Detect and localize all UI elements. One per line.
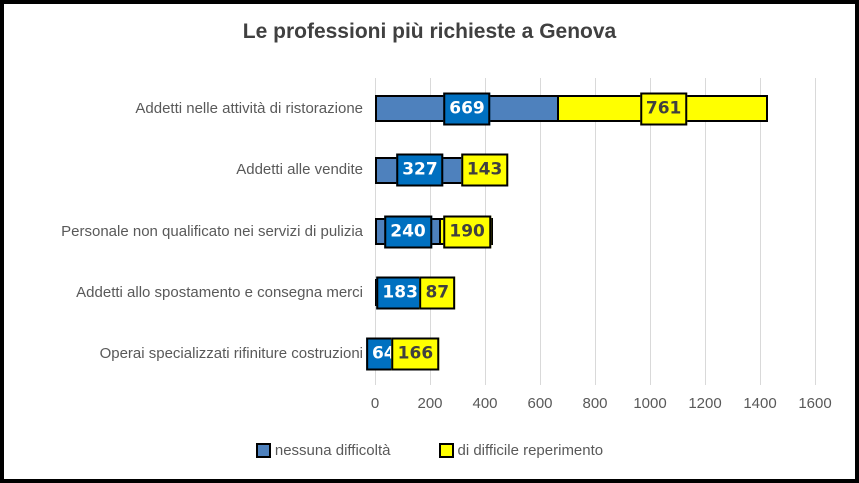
legend-item-nessuna-difficolta: nessuna difficoltà	[255, 442, 391, 459]
bar-value-label: 761	[639, 92, 688, 126]
bar-value-label: 183	[376, 276, 424, 310]
category-label: Addetti allo spostamento e consegna merc…	[76, 283, 363, 301]
category-label: Addetti nelle attività di ristorazione	[135, 99, 363, 117]
bar-value-label: 87	[419, 276, 456, 310]
chart-title: Le professioni più richieste a Genova	[242, 20, 617, 43]
x-axis-tick-label: 1200	[688, 395, 722, 412]
legend-marker	[438, 443, 454, 458]
bar-value-label: 240	[384, 215, 432, 248]
gridline	[760, 78, 761, 385]
legend-marker	[255, 443, 271, 458]
legend-label: nessuna difficoltà	[274, 442, 391, 459]
x-axis-tick-label: 1400	[743, 395, 777, 412]
x-axis-tick-label: 800	[582, 395, 608, 412]
bar-value-label: 190	[443, 215, 491, 248]
x-axis-tick-label: 200	[417, 395, 443, 412]
x-axis-tick-label: 400	[472, 395, 498, 412]
legend: nessuna difficoltà di difficile reperime…	[4, 442, 855, 459]
gridline	[595, 78, 596, 385]
x-axis-tick-label: 0	[370, 395, 380, 412]
x-axis-tick-label: 1600	[798, 395, 832, 412]
bar-value-label: 327	[396, 153, 444, 187]
legend-label: di difficile reperimento	[457, 442, 604, 459]
category-label: Operai specializzati rifiniture costruzi…	[99, 345, 363, 363]
gridline	[815, 78, 816, 385]
category-label: Personale non qualificato nei servizi di…	[61, 222, 363, 240]
gridline	[540, 78, 541, 385]
x-axis-tick-label: 600	[527, 395, 553, 412]
x-axis-tick-label: 1000	[633, 395, 667, 412]
bar-value-label: 669	[443, 92, 491, 126]
gridline	[705, 78, 706, 385]
bar-value-label: 166	[391, 337, 440, 371]
category-label: Addetti alle vendite	[236, 161, 363, 179]
legend-item-difficile-reperimento: di difficile reperimento	[438, 442, 604, 459]
plot-area: 0 200 400 600 800 1000 1200 1400 1600 Addetti nel…	[4, 4, 855, 479]
bar-value-label: 143	[460, 153, 509, 187]
gridline	[650, 78, 651, 385]
